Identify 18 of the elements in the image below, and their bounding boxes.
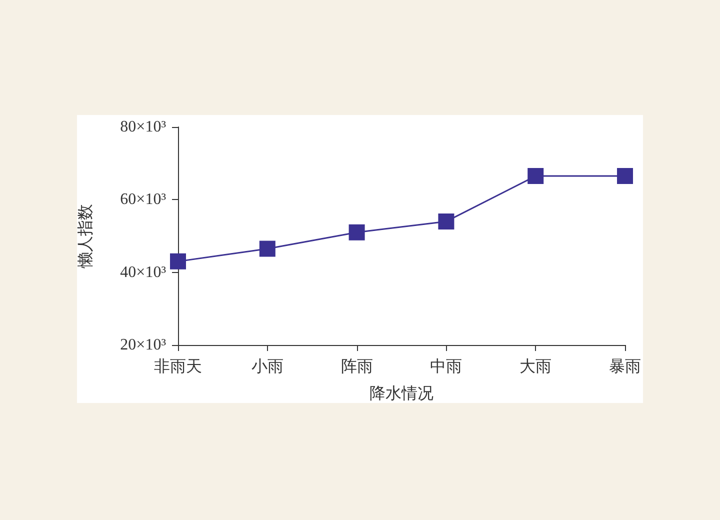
point (438, 213, 454, 230)
x-tick-label: 非雨天 (154, 358, 202, 376)
point (170, 253, 186, 270)
x-tick-label: 大雨 (520, 358, 552, 376)
point (528, 168, 544, 184)
point (348, 224, 365, 240)
x-tick-label: 小雨 (251, 358, 284, 376)
y-axis-title: 懒人指数 (76, 204, 94, 269)
point (617, 168, 633, 184)
x-tick-label: 中雨 (430, 358, 462, 376)
y-tick-label: 60×10³ (120, 191, 166, 208)
x-tick-label: 暴雨 (609, 358, 641, 376)
point (259, 240, 276, 257)
x-tick-label: 阵雨 (340, 358, 373, 376)
y-tick-label: 80×10³ (120, 118, 166, 136)
x-axis-title: 降水情况 (370, 384, 434, 402)
y-tick-label: 20×10³ (120, 336, 166, 354)
y-tick-label: 40×10³ (120, 264, 166, 281)
